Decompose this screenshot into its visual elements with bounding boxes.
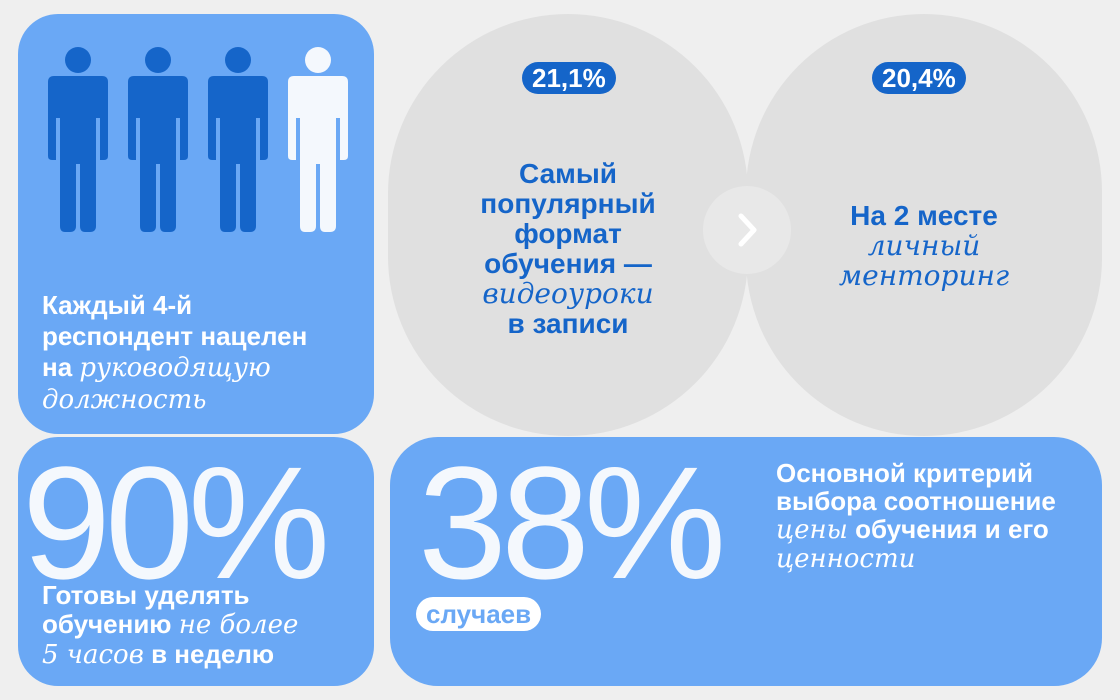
price-criteria-card: 38% случаев Основной критерий выбора соо… [390,437,1102,686]
text-italic: менторинг [838,259,1010,292]
caption-italic: 5 часов [42,640,144,670]
caption-line: обучению [42,609,172,639]
respondents-card: Каждый 4-й респондент нацелен на руковод… [18,14,374,434]
person-icon-4 [288,47,348,232]
text-italic: видеоуроки [482,277,654,310]
study-hours-caption: Готовы уделять обучению не более 5 часов… [42,581,362,670]
respondents-caption: Каждый 4-й респондент нацелен на руковод… [42,290,362,416]
caption-line: респондент нацелен [42,321,308,351]
caption-line: в неделю [151,639,275,669]
text-line: популярный [480,188,656,219]
percent-badge: 21,1% [522,62,616,94]
caption-line: Каждый 4-й [42,290,193,320]
text-line: формат [514,218,622,249]
caption-line: выбора соотношение [776,486,1056,516]
popular-format-oval: 21,1% Самый популярный формат обучения —… [388,14,748,436]
people-figures [48,47,348,232]
caption-italic: должность [42,385,207,415]
price-criteria-caption: Основной критерий выбора соотношение цен… [776,459,1096,573]
text-line: обучения — [484,248,652,279]
chevron-right-icon [703,186,791,274]
caption-line: Готовы уделять [42,580,250,610]
cases-pill: случаев [416,597,542,631]
text-line: Самый [519,158,617,189]
second-format-oval: 20,4% На 2 месте личный менторинг [746,14,1102,436]
second-format-text: На 2 месте личный менторинг [746,201,1102,291]
study-hours-card: 90% Готовы уделять обучению не более 5 ч… [18,437,374,686]
caption-line: Основной критерий [776,458,1033,488]
caption-line: на [42,352,73,382]
text-line: в записи [507,308,629,339]
stat-value: 38% [418,433,726,612]
popular-format-text: Самый популярный формат обучения — видео… [388,159,748,339]
percent-badge: 20,4% [872,62,966,94]
caption-italic: ценности [776,544,916,574]
caption-italic: не более [178,610,299,640]
chevron-right-glyph [738,213,757,247]
person-icon-1 [48,47,108,232]
caption-italic: руководящую [79,353,271,383]
person-icon-2 [128,47,188,232]
text-line: На 2 месте [850,200,998,231]
text-italic: личный [867,229,981,262]
person-icon-3 [208,47,268,232]
caption-line: обучения и его [855,514,1049,544]
stat-value: 90% [22,433,330,612]
caption-italic: цены [776,515,848,545]
